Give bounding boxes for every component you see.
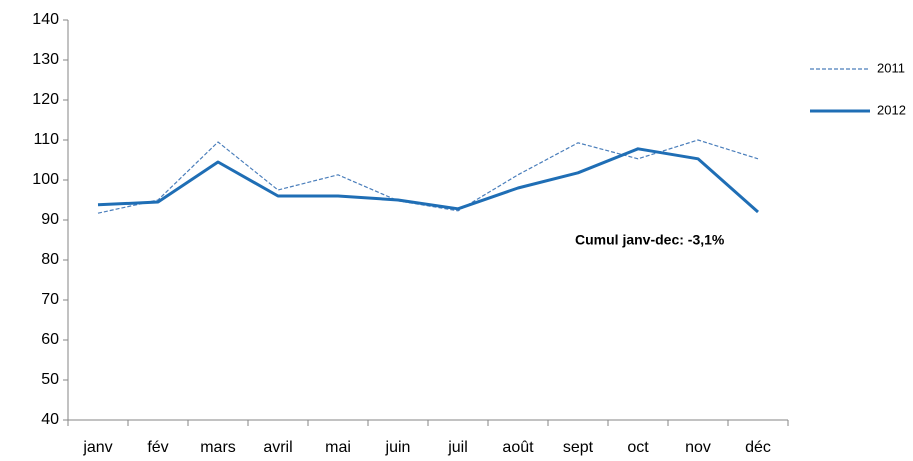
y-tick-label: 70 xyxy=(41,291,59,308)
x-tick-label: mars xyxy=(200,439,236,456)
x-tick-label: oct xyxy=(627,439,649,456)
x-tick-label: juin xyxy=(385,439,411,456)
x-tick-label: juil xyxy=(447,439,468,456)
y-tick-label: 120 xyxy=(32,91,59,108)
y-tick-label: 140 xyxy=(32,11,59,28)
x-tick-label: nov xyxy=(685,439,711,456)
legend-label: 2012 xyxy=(877,102,906,117)
legend-label: 2011 xyxy=(877,60,905,75)
y-tick-label: 80 xyxy=(41,251,59,268)
x-tick-label: janv xyxy=(82,439,112,456)
x-tick-label: sept xyxy=(563,439,594,456)
y-tick-label: 100 xyxy=(32,171,59,188)
y-tick-label: 90 xyxy=(41,211,59,228)
x-tick-label: déc xyxy=(745,439,771,456)
series-line xyxy=(97,147,759,214)
x-tick-label: mai xyxy=(325,439,351,456)
y-tick-label: 40 xyxy=(41,411,59,428)
x-tick-label: août xyxy=(502,439,534,456)
y-tick-label: 50 xyxy=(41,371,59,388)
annotation: Cumul janv-dec: -3,1% xyxy=(575,232,725,248)
x-tick-label: fév xyxy=(147,439,168,456)
y-tick-label: 60 xyxy=(41,331,59,348)
y-tick-label: 110 xyxy=(33,131,59,148)
y-tick-label: 130 xyxy=(32,51,59,68)
x-tick-label: avril xyxy=(263,439,292,456)
